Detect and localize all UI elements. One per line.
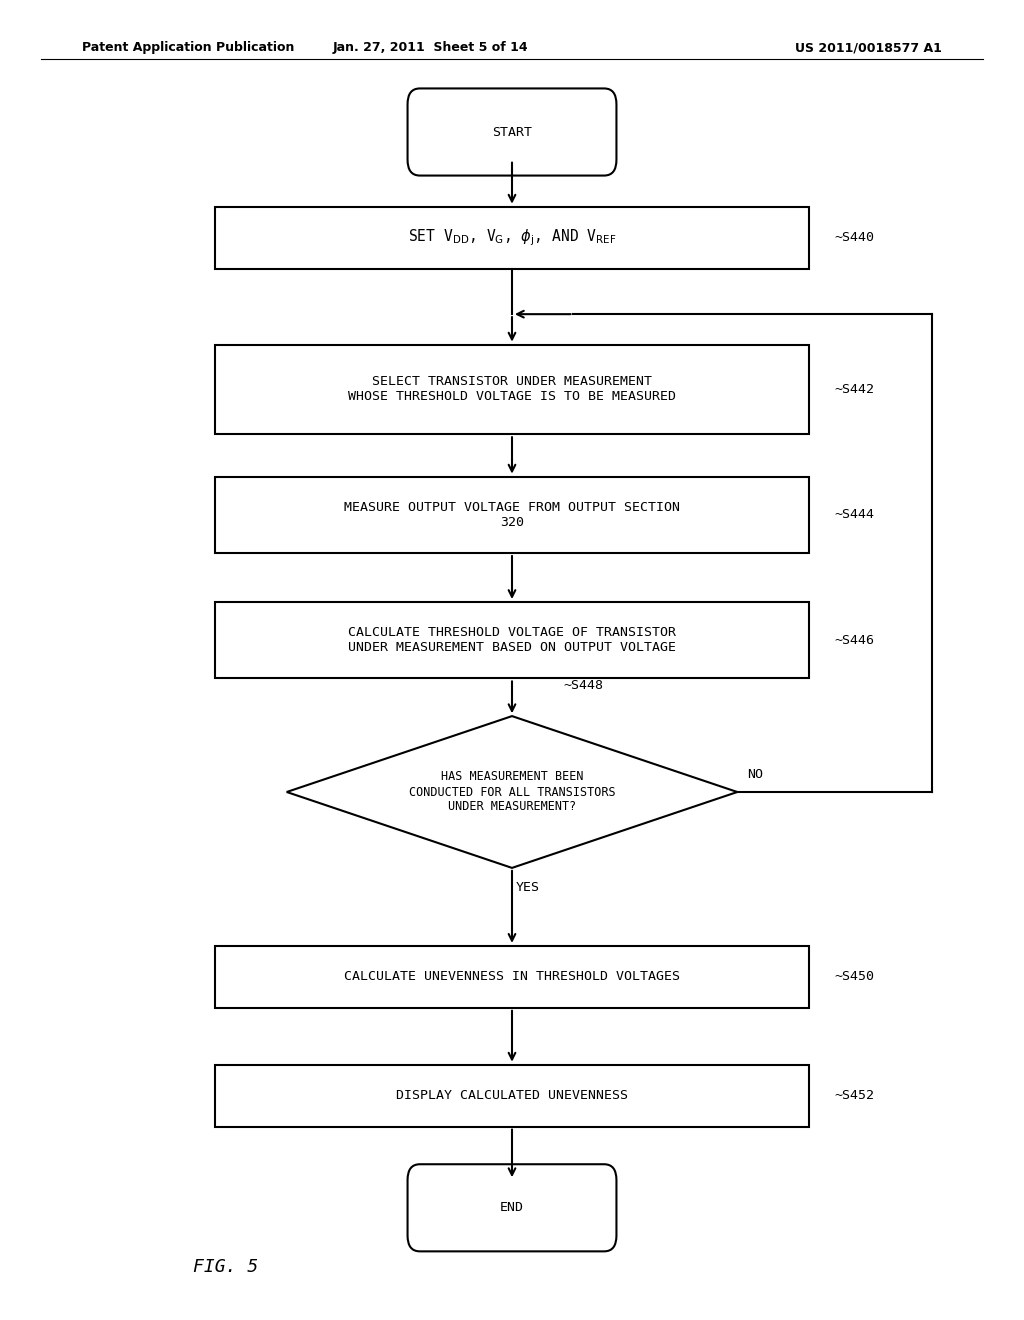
Text: SELECT TRANSISTOR UNDER MEASUREMENT
WHOSE THRESHOLD VOLTAGE IS TO BE MEASURED: SELECT TRANSISTOR UNDER MEASUREMENT WHOS… — [348, 375, 676, 404]
Text: ~S442: ~S442 — [835, 383, 874, 396]
Text: HAS MEASUREMENT BEEN
CONDUCTED FOR ALL TRANSISTORS
UNDER MEASUREMENT?: HAS MEASUREMENT BEEN CONDUCTED FOR ALL T… — [409, 771, 615, 813]
Bar — [215, 945, 809, 1008]
Text: ~S444: ~S444 — [835, 508, 874, 521]
Text: ~S448: ~S448 — [563, 680, 603, 692]
Text: FIG. 5: FIG. 5 — [193, 1258, 258, 1276]
Text: MEASURE OUTPUT VOLTAGE FROM OUTPUT SECTION
320: MEASURE OUTPUT VOLTAGE FROM OUTPUT SECTI… — [344, 500, 680, 529]
Text: US 2011/0018577 A1: US 2011/0018577 A1 — [796, 41, 942, 54]
Text: ~S446: ~S446 — [835, 634, 874, 647]
Text: ~S450: ~S450 — [835, 970, 874, 983]
Text: START: START — [492, 125, 532, 139]
Bar — [215, 602, 809, 678]
Text: Jan. 27, 2011  Sheet 5 of 14: Jan. 27, 2011 Sheet 5 of 14 — [332, 41, 528, 54]
Bar — [215, 207, 809, 269]
Bar — [215, 1064, 809, 1126]
Text: Patent Application Publication: Patent Application Publication — [82, 41, 294, 54]
FancyBboxPatch shape — [408, 1164, 616, 1251]
Text: DISPLAY CALCULATED UNEVENNESS: DISPLAY CALCULATED UNEVENNESS — [396, 1089, 628, 1102]
Text: CALCULATE THRESHOLD VOLTAGE OF TRANSISTOR
UNDER MEASUREMENT BASED ON OUTPUT VOLT: CALCULATE THRESHOLD VOLTAGE OF TRANSISTO… — [348, 626, 676, 655]
Text: SET V$_{\mathsf{DD}}$, V$_{\mathsf{G}}$, $\phi_{\mathsf{j}}$, AND V$_{\mathsf{RE: SET V$_{\mathsf{DD}}$, V$_{\mathsf{G}}$,… — [408, 227, 616, 248]
Text: ~S452: ~S452 — [835, 1089, 874, 1102]
Text: END: END — [500, 1201, 524, 1214]
Text: NO: NO — [748, 768, 764, 781]
Text: CALCULATE UNEVENNESS IN THRESHOLD VOLTAGES: CALCULATE UNEVENNESS IN THRESHOLD VOLTAG… — [344, 970, 680, 983]
FancyBboxPatch shape — [408, 88, 616, 176]
Polygon shape — [287, 715, 737, 869]
Bar — [215, 345, 809, 434]
Text: ~S440: ~S440 — [835, 231, 874, 244]
Text: YES: YES — [515, 882, 540, 894]
Bar — [215, 477, 809, 553]
